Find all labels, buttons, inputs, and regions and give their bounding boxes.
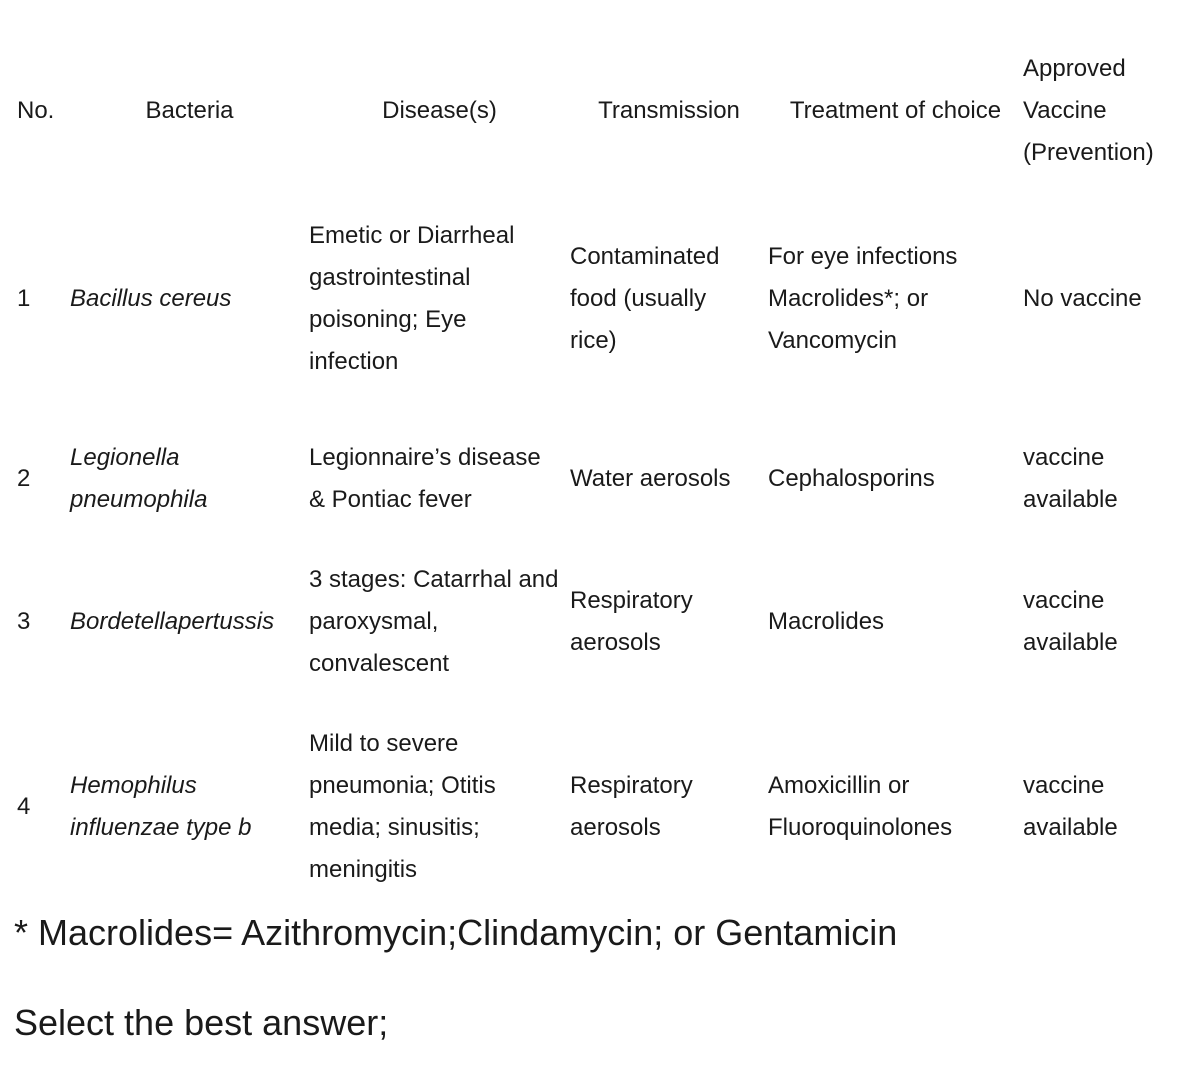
treatment-cell: Macrolides xyxy=(768,534,1023,709)
table-row: 1 Bacillus cereus Emetic or Diarrheal ga… xyxy=(8,174,1203,424)
header-vaccine: Approved Vaccine (Prevention) xyxy=(1023,48,1203,174)
disease-cell: 3 stages: Catarrhal and paroxysmal, conv… xyxy=(309,534,570,709)
bacteria-name-text: Legionella pneumophila xyxy=(70,444,208,513)
treatment-cell: Cephalosporins xyxy=(768,424,1023,534)
transmission-cell: Respiratory aerosols xyxy=(570,534,768,709)
header-transmission: Transmission xyxy=(598,97,740,124)
table-row: 3 Bordetellapertussis 3 stages: Catarrha… xyxy=(8,534,1203,709)
question-prompt: Select the best answer; xyxy=(14,1002,389,1043)
bacteria-name-text: Bacillus cereus xyxy=(70,285,232,312)
header-disease: Disease(s) xyxy=(382,97,497,124)
disease-text: 3 stages: Catarrhal and paroxysmal, conv… xyxy=(309,565,559,677)
vaccine-text: vaccine available xyxy=(1023,586,1118,656)
treatment-cell: For eye infections Macrolides*; or Vanco… xyxy=(768,174,1023,424)
vaccine-text: No vaccine xyxy=(1023,285,1142,312)
treatment-text: Amoxicillin or Fluoroquinolones xyxy=(768,772,953,841)
bacteria-name: Bacillus cereus xyxy=(70,174,309,424)
transmission-text: Respiratory aerosols xyxy=(570,586,693,656)
disease-text: Legionnaire’s disease & Pontiac fever xyxy=(309,444,541,513)
row-number: 4 xyxy=(17,793,31,820)
vaccine-cell: vaccine available xyxy=(1023,534,1203,709)
table-row: 4 Hemophilus influenzae type b Mild to s… xyxy=(8,709,1203,905)
disease-cell: Emetic or Diarrheal gastrointestinal poi… xyxy=(309,174,570,424)
row-number: 1 xyxy=(17,285,31,312)
table-header-row: No. Bacteria Disease(s) Transmission Tre… xyxy=(8,48,1203,174)
transmission-text: Contaminated food (usually rice) xyxy=(570,243,720,354)
row-number: 2 xyxy=(17,465,31,492)
disease-cell: Mild to severe pneumonia; Otitis media; … xyxy=(309,709,570,905)
vaccine-cell: No vaccine xyxy=(1023,174,1203,424)
transmission-text: Water aerosols xyxy=(570,465,731,492)
bacteria-name-text: Bordetellapertussis xyxy=(70,607,275,635)
bacteria-name-text: Hemophilus influenzae type b xyxy=(70,772,252,841)
disease-text: Mild to severe pneumonia; Otitis media; … xyxy=(309,730,496,883)
macrolides-footnote: * Macrolides= Azithromycin;Clindamycin; … xyxy=(14,912,898,953)
treatment-text: For eye infections Macrolides*; or Vanco… xyxy=(768,243,958,354)
disease-text: Emetic or Diarrheal gastrointestinal poi… xyxy=(309,222,515,375)
header-bacteria: Bacteria xyxy=(145,97,234,124)
bacteria-name: Bordetellapertussis xyxy=(70,534,309,709)
vaccine-cell: vaccine available xyxy=(1023,424,1203,534)
row-number: 3 xyxy=(17,607,31,635)
header-no: No. xyxy=(17,97,55,124)
vaccine-text: vaccine available xyxy=(1023,444,1118,513)
bacteria-name: Legionella pneumophila xyxy=(70,424,309,534)
treatment-text: Macrolides xyxy=(768,607,885,635)
treatment-cell: Amoxicillin or Fluoroquinolones xyxy=(768,709,1023,905)
table-row: 2 Legionella pneumophila Legionnaire’s d… xyxy=(8,424,1203,534)
transmission-cell: Contaminated food (usually rice) xyxy=(570,174,768,424)
disease-cell: Legionnaire’s disease & Pontiac fever xyxy=(309,424,570,534)
vaccine-text: vaccine available xyxy=(1023,772,1118,841)
transmission-cell: Respiratory aerosols xyxy=(570,709,768,905)
header-vaccine-label: Approved Vaccine (Prevention) xyxy=(1023,55,1154,166)
vaccine-cell: vaccine available xyxy=(1023,709,1203,905)
transmission-cell: Water aerosols xyxy=(570,424,768,534)
transmission-text: Respiratory aerosols xyxy=(570,772,693,841)
treatment-text: Cephalosporins xyxy=(768,465,935,492)
bacteria-name: Hemophilus influenzae type b xyxy=(70,709,309,905)
header-treatment: Treatment of choice xyxy=(789,97,1002,124)
bacteria-table: No. Bacteria Disease(s) Transmission Tre… xyxy=(8,48,1203,905)
